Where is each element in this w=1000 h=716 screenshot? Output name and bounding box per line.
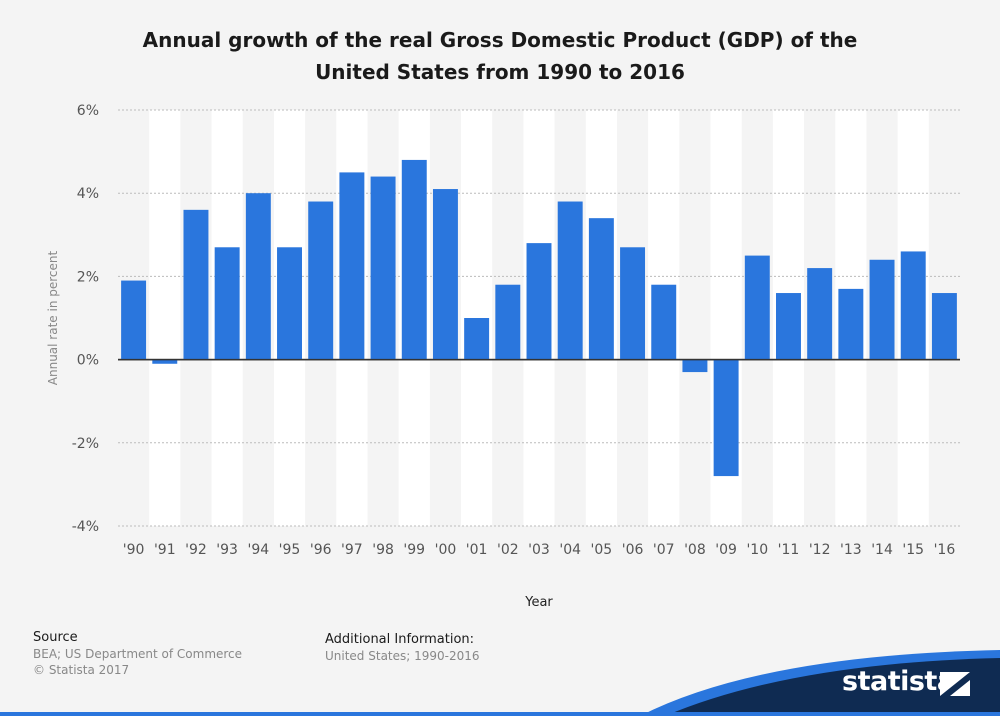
x-tick-label: '96: [310, 542, 332, 558]
x-tick-label: '98: [372, 542, 394, 558]
statista-logo[interactable]: statista: [842, 666, 955, 697]
x-tick-label: '93: [216, 542, 238, 558]
bar: [620, 247, 646, 360]
bar: [183, 209, 209, 360]
x-axis-title: Year: [524, 595, 553, 610]
source-line-1: BEA; US Department of Commerce: [33, 647, 243, 661]
bar: [308, 201, 334, 360]
x-tick-label: '07: [653, 542, 675, 558]
bar: [121, 280, 147, 360]
x-tick-label: '97: [341, 542, 363, 558]
x-tick-label: '94: [247, 542, 269, 558]
bar: [214, 247, 240, 360]
x-tick-label: '12: [809, 542, 831, 558]
y-tick-label: 4%: [77, 186, 99, 202]
source-line-2: © Statista 2017: [33, 663, 130, 677]
x-tick-label: '95: [279, 542, 301, 558]
y-tick-label: -2%: [72, 436, 99, 452]
x-tick-label: '90: [123, 542, 145, 558]
bar: [495, 284, 521, 360]
y-tick-label: 0%: [77, 353, 99, 369]
bar: [526, 243, 552, 360]
bar: [277, 247, 302, 360]
additional-info-text: United States; 1990-2016: [325, 649, 480, 663]
statista-logo-icon: [940, 672, 970, 696]
source-label: Source: [33, 630, 78, 645]
x-tick-label: '03: [528, 542, 550, 558]
bar: [713, 359, 739, 477]
x-tick-label: '06: [622, 542, 644, 558]
bar: [931, 293, 957, 360]
bar: [807, 268, 833, 360]
bar: [682, 359, 708, 373]
bar: [838, 288, 864, 360]
y-axis-title: Annual rate in percent: [46, 250, 60, 385]
x-tick-label: '13: [840, 542, 862, 558]
additional-info-label: Additional Information:: [325, 632, 475, 647]
bar: [651, 284, 677, 360]
y-tick-label: 6%: [77, 103, 99, 119]
x-tick-label: '92: [185, 542, 207, 558]
source-block: Source BEA; US Department of Commerce © …: [33, 630, 242, 678]
chart-title: Annual growth of the real Gross Domestic…: [0, 24, 1000, 88]
additional-info-block: Additional Information: United States; 1…: [325, 632, 480, 664]
bar: [900, 251, 926, 360]
x-tick-label: '15: [902, 542, 924, 558]
bar: [245, 193, 271, 360]
bar: [370, 176, 396, 360]
bar: [152, 359, 178, 364]
bar: [557, 201, 583, 360]
x-tick-label: '01: [466, 542, 488, 558]
bar: [401, 159, 427, 360]
x-tick-label: '04: [559, 542, 581, 558]
bar: [339, 172, 365, 360]
bar: [776, 293, 801, 360]
x-tick-label: '91: [154, 542, 176, 558]
y-tick-label: -4%: [72, 519, 99, 535]
bar: [464, 318, 490, 360]
x-tick-label: '10: [746, 542, 768, 558]
x-tick-label: '00: [435, 542, 457, 558]
x-tick-label: '02: [497, 542, 519, 558]
x-tick-label: '11: [778, 542, 800, 558]
chart-title-line-2: United States from 1990 to 2016: [315, 60, 685, 84]
y-tick-label: 2%: [77, 269, 99, 285]
chart-title-line-1: Annual growth of the real Gross Domestic…: [142, 28, 858, 52]
bar: [869, 259, 895, 360]
bar: [588, 218, 614, 360]
column-band: [149, 110, 181, 526]
x-tick-label: '09: [715, 542, 737, 558]
bar: [432, 189, 458, 360]
x-tick-label: '16: [934, 542, 956, 558]
x-tick-label: '05: [591, 542, 613, 558]
x-tick-label: '99: [403, 542, 425, 558]
x-tick-label: '14: [871, 542, 893, 558]
bar: [744, 255, 770, 360]
x-tick-label: '08: [684, 542, 706, 558]
